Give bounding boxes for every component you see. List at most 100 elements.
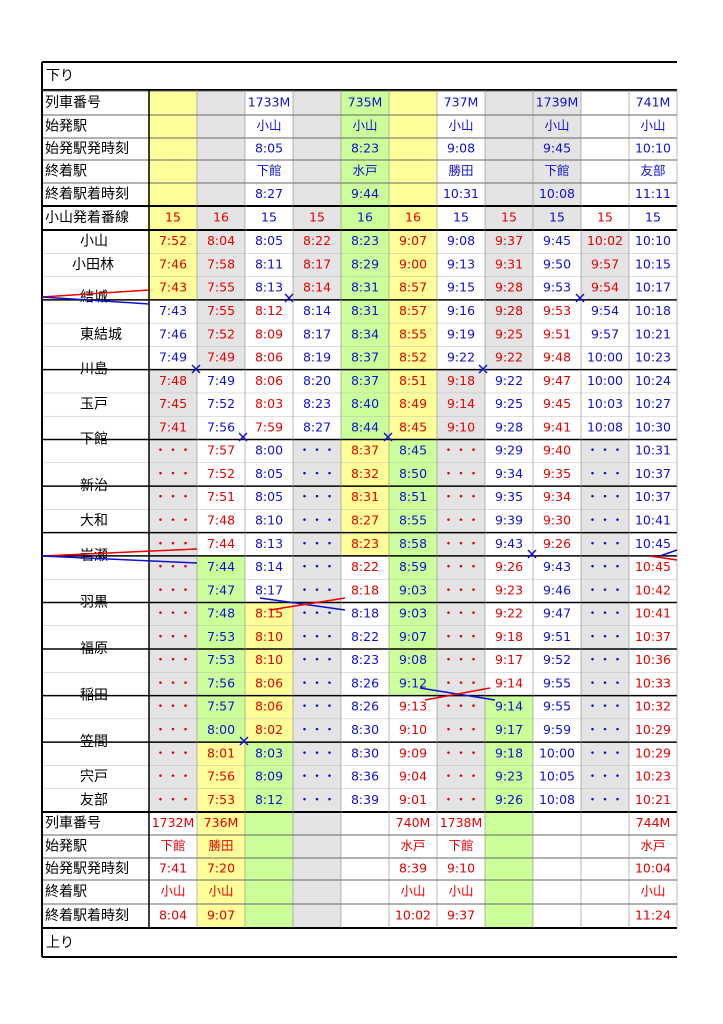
row-label: 終着駅 xyxy=(45,884,87,900)
time-cell: 8:34 xyxy=(351,326,379,341)
time-cell: 10:30 xyxy=(635,419,671,434)
time-cell: ・・・ xyxy=(298,559,336,574)
station-name: 宍戸 xyxy=(80,769,108,785)
time-cell: 9:14 xyxy=(447,396,475,411)
time-cell: 8:59 xyxy=(399,559,427,574)
time-cell: 10:00 xyxy=(539,745,575,760)
cell: 友部 xyxy=(640,163,665,178)
time-cell: 9:45 xyxy=(543,396,571,411)
time-cell: ・・・ xyxy=(586,559,624,574)
time-cell: 7:52 xyxy=(159,233,187,248)
time-cell: ・・・ xyxy=(154,745,192,760)
time-cell: 9:14 xyxy=(495,675,523,690)
time-cell: 8:52 xyxy=(399,350,427,365)
time-cell: 7:48 xyxy=(159,373,187,388)
time-cell: ・・・ xyxy=(442,466,480,481)
time-cell: 10:32 xyxy=(635,699,671,714)
time-cell: ・・・ xyxy=(154,629,192,644)
time-cell: 9:22 xyxy=(495,350,523,365)
time-cell: 8:05 xyxy=(255,489,283,504)
time-cell: 10:00 xyxy=(587,350,623,365)
time-cell: 8:23 xyxy=(351,233,379,248)
time-cell: ・・・ xyxy=(586,675,624,690)
time-cell: ・・・ xyxy=(298,582,336,597)
station-name: 小山 xyxy=(80,234,108,250)
time-cell: 9:55 xyxy=(543,675,571,690)
time-cell: ・・・ xyxy=(298,489,336,504)
station-name: 大和 xyxy=(80,513,108,529)
time-cell: 10:05 xyxy=(539,769,575,784)
cell: 16 xyxy=(213,210,229,225)
time-cell: 8:10 xyxy=(255,652,283,667)
time-cell: 8:58 xyxy=(399,536,427,551)
time-cell: 8:23 xyxy=(351,652,379,667)
time-cell: 7:41 xyxy=(159,419,187,434)
time-cell: 9:51 xyxy=(543,326,571,341)
cell: 下館 xyxy=(544,163,569,178)
time-cell: 8:29 xyxy=(351,256,379,271)
time-cell: 8:55 xyxy=(399,513,427,528)
time-cell: 7:48 xyxy=(207,606,235,621)
time-cell: 8:14 xyxy=(303,303,331,318)
row-label: 始発駅発時刻 xyxy=(45,141,129,157)
time-cell: ・・・ xyxy=(586,792,624,807)
cell: 10:08 xyxy=(539,186,575,201)
time-cell: 9:09 xyxy=(399,745,427,760)
time-cell: 8:20 xyxy=(303,373,331,388)
time-cell: ・・・ xyxy=(298,513,336,528)
time-cell: 7:47 xyxy=(207,582,235,597)
cell: 下館 xyxy=(160,838,185,853)
time-cell: ・・・ xyxy=(442,652,480,667)
cell-bg xyxy=(485,812,533,928)
time-cell: 8:27 xyxy=(303,419,331,434)
time-cell: 10:17 xyxy=(635,280,671,295)
time-cell: 8:18 xyxy=(351,582,379,597)
time-cell: 7:46 xyxy=(159,326,187,341)
time-cell: 8:31 xyxy=(351,303,379,318)
cell-bg xyxy=(245,742,293,812)
time-cell: 8:19 xyxy=(303,350,331,365)
time-cell: ・・・ xyxy=(298,652,336,667)
time-cell: 9:39 xyxy=(495,513,523,528)
time-cell: ・・・ xyxy=(298,769,336,784)
time-cell: 9:57 xyxy=(591,256,619,271)
time-cell: 7:52 xyxy=(207,396,235,411)
time-cell: ・・・ xyxy=(442,559,480,574)
time-cell: ・・・ xyxy=(442,443,480,458)
cell: 小山 xyxy=(640,118,665,133)
time-cell: 8:17 xyxy=(303,326,331,341)
time-cell: 7:43 xyxy=(159,303,187,318)
row-label: 小山発着番線 xyxy=(45,210,129,226)
cell: 小山 xyxy=(640,884,665,899)
cell: 8:39 xyxy=(399,861,427,876)
time-cell: 9:19 xyxy=(447,326,475,341)
cell: 下館 xyxy=(448,838,473,853)
time-cell: 10:41 xyxy=(635,606,671,621)
row-label: 終着駅 xyxy=(45,164,87,180)
time-cell: 9:14 xyxy=(495,699,523,714)
time-cell: 8:31 xyxy=(351,280,379,295)
time-cell: ・・・ xyxy=(442,675,480,690)
time-cell: ・・・ xyxy=(298,675,336,690)
time-cell: 10:18 xyxy=(635,303,671,318)
cell: 小山 xyxy=(544,118,569,133)
time-cell: 9:48 xyxy=(543,350,571,365)
time-cell: 8:39 xyxy=(351,792,379,807)
time-cell: ・・・ xyxy=(154,513,192,528)
time-cell: ・・・ xyxy=(442,489,480,504)
station-name: 東結城 xyxy=(80,327,122,343)
time-cell: 8:05 xyxy=(255,233,283,248)
cell: 8:27 xyxy=(255,186,283,201)
time-cell: 10:37 xyxy=(635,629,671,644)
time-cell: 7:52 xyxy=(207,326,235,341)
cell-bg xyxy=(149,230,197,300)
cell: 水戸 xyxy=(640,838,665,853)
cell: 7:41 xyxy=(159,861,187,876)
time-cell: 9:26 xyxy=(495,792,523,807)
cell: 小山 xyxy=(208,884,233,899)
cross-line xyxy=(259,597,346,611)
time-cell: 7:57 xyxy=(207,699,235,714)
time-cell: ・・・ xyxy=(586,699,624,714)
cell-bg xyxy=(389,230,437,440)
crossing-marks xyxy=(41,289,678,746)
